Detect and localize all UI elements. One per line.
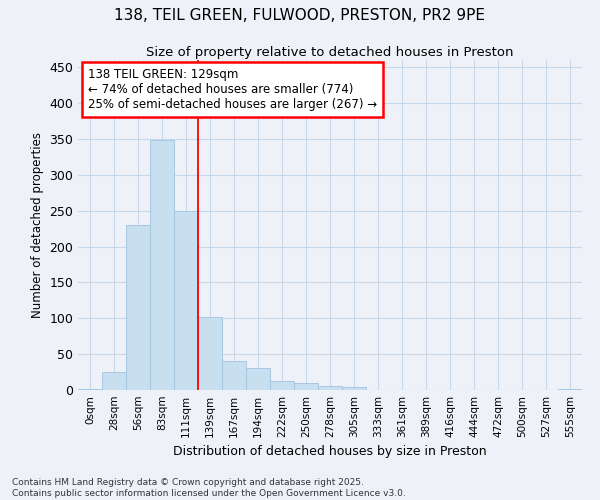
Bar [270,380,294,390]
Text: Contains HM Land Registry data © Crown copyright and database right 2025.
Contai: Contains HM Land Registry data © Crown c… [12,478,406,498]
Title: Size of property relative to detached houses in Preston: Size of property relative to detached ho… [146,46,514,59]
Bar [222,362,246,390]
Bar [558,388,582,390]
Bar [102,372,126,390]
Text: 138 TEIL GREEN: 129sqm
← 74% of detached houses are smaller (774)
25% of semi-de: 138 TEIL GREEN: 129sqm ← 74% of detached… [88,68,377,112]
Bar [78,388,102,390]
X-axis label: Distribution of detached houses by size in Preston: Distribution of detached houses by size … [173,446,487,458]
Bar [246,368,270,390]
Bar [198,317,222,390]
Y-axis label: Number of detached properties: Number of detached properties [31,132,44,318]
Bar [342,387,366,390]
Bar [126,225,150,390]
Bar [318,386,342,390]
Text: 138, TEIL GREEN, FULWOOD, PRESTON, PR2 9PE: 138, TEIL GREEN, FULWOOD, PRESTON, PR2 9… [115,8,485,22]
Bar [174,210,198,390]
Bar [150,140,174,390]
Bar [294,383,318,390]
